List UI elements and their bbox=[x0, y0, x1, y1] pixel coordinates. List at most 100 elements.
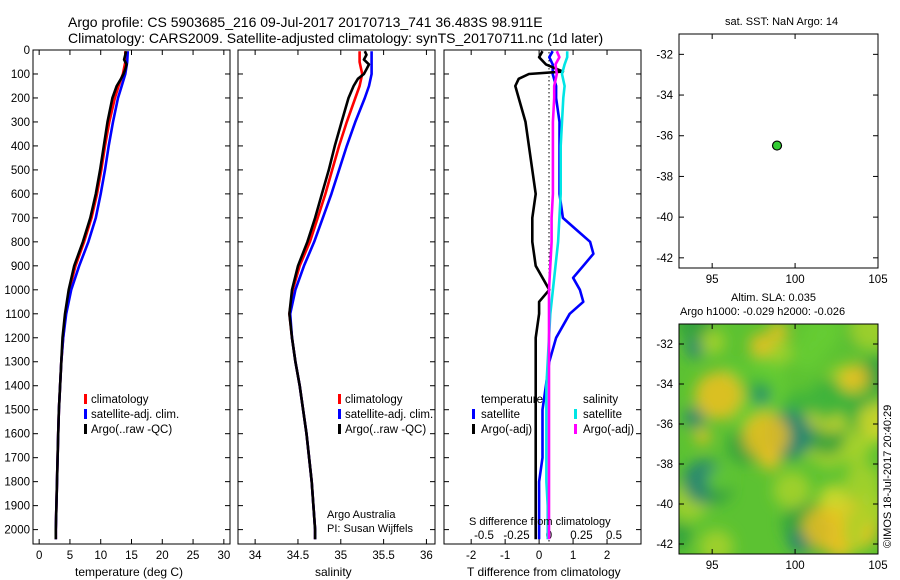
sla-cell bbox=[768, 340, 792, 364]
sla-map-xtick-label-2: 105 bbox=[868, 560, 887, 572]
location-map-ytick-label-0: -32 bbox=[656, 49, 673, 61]
sla-cell bbox=[684, 407, 705, 429]
depth-tick-label-1: 100 bbox=[11, 69, 30, 81]
depth-tick-label-3: 300 bbox=[11, 117, 30, 129]
sla-cell bbox=[753, 388, 770, 405]
location-map-panel: sat. SST: NaN Argo: 14 95 100 105 -32 -34 -36… bbox=[656, 16, 887, 286]
sla-cell bbox=[685, 339, 705, 359]
sla-cell bbox=[700, 329, 726, 355]
salinity-legend-label-0: climatology bbox=[345, 394, 403, 406]
s-diff-tick-label-0: -0.5 bbox=[474, 530, 494, 542]
difference-series-line-3 bbox=[547, 50, 561, 540]
location-map-ytick-label-4: -40 bbox=[656, 212, 673, 224]
p1-xtick-label-3: 15 bbox=[125, 550, 138, 562]
salinity-legend: climatology satellite-adj. clim. Argo(..ra… bbox=[338, 394, 433, 436]
p2-xtick-label-3: 35.5 bbox=[372, 550, 394, 562]
sla-map-xtick-label-1: 100 bbox=[785, 560, 804, 572]
salinity-series bbox=[288, 50, 373, 540]
location-map-xtick-label-0: 95 bbox=[706, 274, 719, 286]
difference-legend-label-3: Argo(-adj) bbox=[583, 424, 634, 436]
salinity-legend-label-1: satellite-adj. clim. bbox=[345, 409, 433, 421]
salinity-legend-label-2: Argo(..raw -QC) bbox=[345, 424, 426, 436]
sla-cell bbox=[679, 523, 692, 549]
difference-legend-swatch-3 bbox=[574, 424, 577, 434]
p1-series-line-2 bbox=[54, 50, 128, 540]
salinity-legend-swatch-0 bbox=[338, 394, 341, 404]
depth-tick-label-10: 1000 bbox=[4, 285, 30, 297]
t-diff-tick-label-3: 1 bbox=[570, 550, 576, 562]
salinity-legend-swatch-2 bbox=[338, 424, 341, 434]
temperature-legend: climatology satellite-adj. clim. Argo(..ra… bbox=[84, 394, 179, 436]
sla-map-ytick-label-0: -32 bbox=[656, 339, 673, 351]
depth-tick-label-5: 500 bbox=[11, 165, 30, 177]
sla-map-xtick-label-0: 95 bbox=[706, 560, 719, 572]
p2-xtick-label-2: 35 bbox=[334, 550, 347, 562]
sla-heatmap bbox=[679, 324, 878, 554]
p1-series-line-0 bbox=[54, 51, 127, 540]
depth-tick-label-9: 900 bbox=[11, 261, 30, 273]
location-map-ytick-label-3: -38 bbox=[656, 171, 673, 183]
s-difference-axis-label: S difference from climatology bbox=[469, 516, 611, 528]
p2-xtick-label-0: 34 bbox=[249, 550, 262, 562]
depth-tick-label-4: 400 bbox=[11, 141, 30, 153]
temperature-legend-swatch-0 bbox=[84, 394, 87, 404]
depth-tick-label-18: 1800 bbox=[4, 477, 30, 489]
depth-tick-label-0: 0 bbox=[24, 45, 30, 57]
depth-tick-label-15: 1500 bbox=[4, 405, 30, 417]
t-diff-tick-label-0: -2 bbox=[466, 550, 476, 562]
s-diff-tick-label-1: -0.25 bbox=[503, 530, 529, 542]
sla-cell bbox=[694, 428, 711, 445]
p2-series-line-2 bbox=[288, 50, 371, 540]
difference-legend-swatch-2 bbox=[574, 409, 577, 419]
difference-panel: -2 -1 0 1 2 -0.5 -0.25 0 0.25 0.5 temperature sal… bbox=[443, 49, 642, 579]
sla-cell bbox=[840, 364, 869, 393]
sla-cell bbox=[805, 381, 845, 421]
location-map-xtick-label-1: 100 bbox=[785, 274, 804, 286]
temperature-legend-label-1: satellite-adj. clim. bbox=[91, 409, 179, 421]
sla-heatmap-cells bbox=[679, 324, 878, 554]
t-difference-axis-ticks: -2 -1 0 1 2 bbox=[466, 50, 610, 562]
depth-tick-label-14: 1400 bbox=[4, 381, 30, 393]
depth-tick-label-19: 1900 bbox=[4, 501, 30, 513]
sla-map-ytick-label-5: -42 bbox=[656, 539, 673, 551]
sla-cell bbox=[699, 529, 734, 554]
sla-cell bbox=[815, 324, 842, 343]
difference-series-line-2 bbox=[545, 51, 569, 540]
depth-tick-label-2: 200 bbox=[11, 93, 30, 105]
location-map-ytick-label-1: -34 bbox=[656, 90, 673, 102]
difference-legend: temperature salinity satellite Argo(-adj) sa… bbox=[472, 394, 634, 436]
location-map-title: sat. SST: NaN Argo: 14 bbox=[725, 16, 838, 28]
sla-cell bbox=[851, 489, 878, 527]
temperature-legend-label-2: Argo(..raw -QC) bbox=[91, 424, 172, 436]
sla-cell bbox=[707, 467, 732, 492]
sla-map-panel: Altim. SLA: 0.035 Argo h1000: -0.029 h20… bbox=[656, 292, 887, 572]
p2-xtick-label-1: 34.5 bbox=[287, 550, 309, 562]
sla-map-ytick-label-3: -38 bbox=[656, 459, 673, 471]
depth-axis-ticks: 0 100 200 300 400 500 600 700 800 900 1000 1100 1200… bbox=[4, 45, 230, 537]
sla-cell bbox=[694, 371, 743, 420]
depth-tick-label-17: 1700 bbox=[4, 453, 30, 465]
temperature-legend-swatch-1 bbox=[84, 409, 87, 419]
difference-legend-swatch-1 bbox=[472, 424, 475, 434]
difference-series-line-1 bbox=[513, 50, 565, 540]
sla-cell bbox=[791, 339, 824, 372]
depth-tick-label-11: 1100 bbox=[5, 309, 30, 321]
depth-tick-label-13: 1300 bbox=[4, 357, 30, 369]
location-map-ytick-label-2: -36 bbox=[656, 131, 673, 143]
temperature-axis-label: temperature (deg C) bbox=[75, 565, 183, 579]
temperature-axis-ticks: 0 5 10 15 20 25 30 bbox=[36, 50, 230, 562]
salinity-legend-swatch-1 bbox=[338, 409, 341, 419]
difference-plot-frame bbox=[443, 49, 642, 545]
sla-cell bbox=[749, 333, 773, 357]
location-map-points bbox=[771, 140, 783, 151]
p2-series-line-1 bbox=[288, 51, 373, 540]
location-map-ticks: 95 100 105 -32 -34 -36 -38 -40 -42 bbox=[656, 34, 888, 286]
imos-credit: ©IMOS 18-Jul-2017 20:40:29 bbox=[882, 405, 894, 548]
location-map-xtick-label-2: 105 bbox=[868, 274, 887, 286]
sla-map-frame bbox=[678, 323, 879, 555]
temperature-legend-swatch-2 bbox=[84, 424, 87, 434]
location-map-frame bbox=[678, 33, 879, 269]
legend-header-salinity: salinity bbox=[583, 394, 618, 406]
s-diff-tick-label-3: 0.25 bbox=[570, 530, 592, 542]
